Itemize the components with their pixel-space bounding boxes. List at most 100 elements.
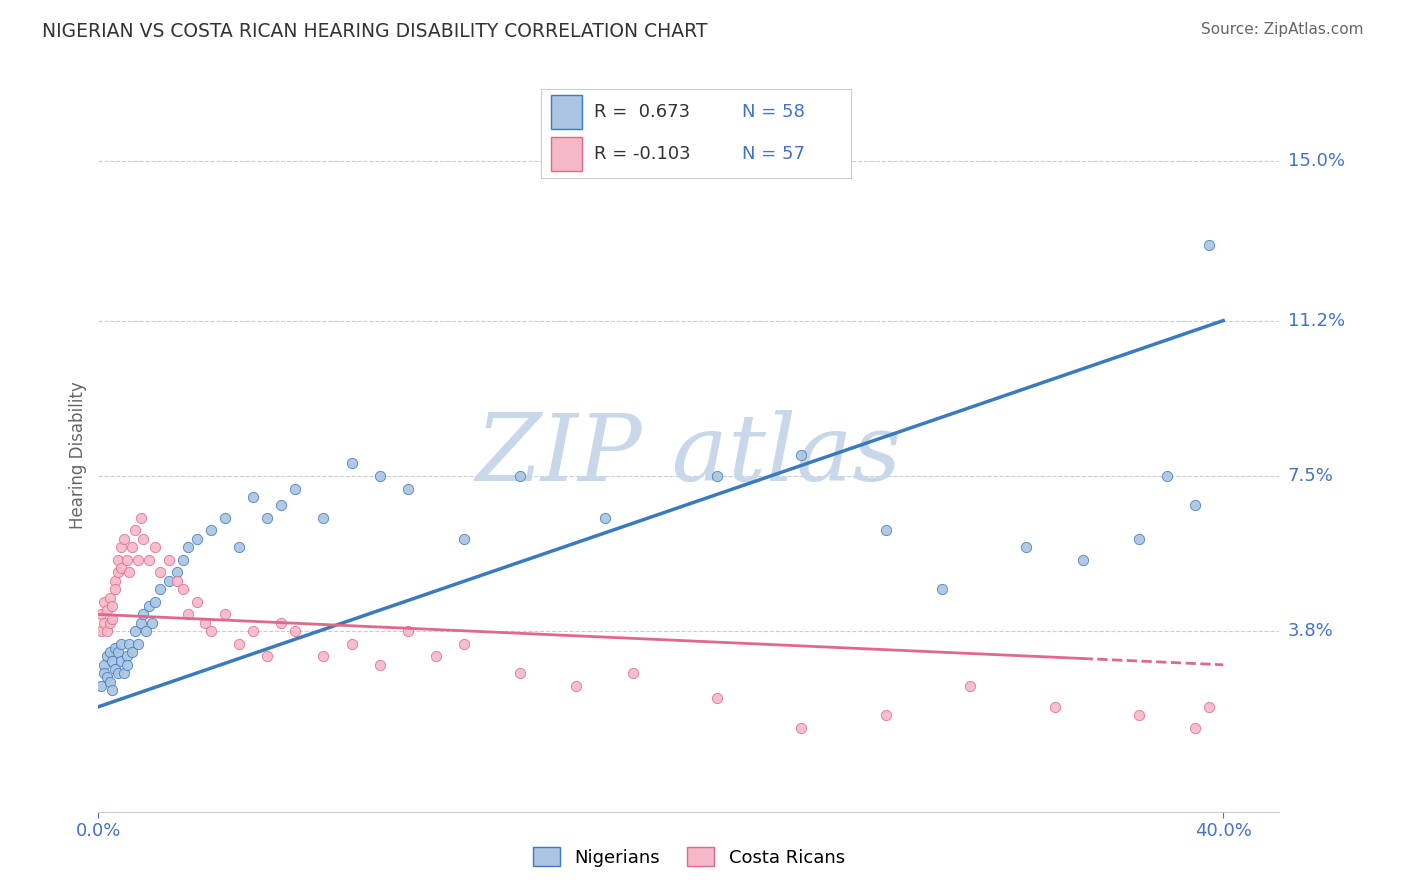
Text: ZIP atlas: ZIP atlas <box>475 410 903 500</box>
Text: 7.5%: 7.5% <box>1288 467 1334 485</box>
Point <box>101 654 124 668</box>
Point <box>368 657 391 672</box>
Point <box>101 683 124 698</box>
Point <box>90 624 112 639</box>
Point <box>115 657 138 672</box>
Point <box>1198 699 1220 714</box>
Point <box>1198 238 1220 252</box>
Point <box>284 624 307 639</box>
Point <box>115 553 138 567</box>
Point <box>104 662 127 676</box>
Point <box>340 637 363 651</box>
Point <box>166 566 188 580</box>
Point <box>256 511 278 525</box>
Point <box>425 649 447 664</box>
Point <box>104 640 127 655</box>
Point <box>93 595 115 609</box>
Point <box>124 524 146 538</box>
Point <box>706 691 728 706</box>
Point <box>135 624 157 639</box>
Point <box>98 591 121 605</box>
Point <box>186 595 208 609</box>
Point <box>110 637 132 651</box>
Point <box>1071 553 1094 567</box>
FancyBboxPatch shape <box>551 95 582 129</box>
Point <box>118 566 141 580</box>
Point <box>93 615 115 630</box>
Point <box>200 624 222 639</box>
Point <box>242 490 264 504</box>
Point <box>200 524 222 538</box>
Point <box>621 666 644 681</box>
Text: N = 58: N = 58 <box>742 103 806 121</box>
Point <box>98 674 121 689</box>
Point <box>1184 498 1206 512</box>
Point <box>931 582 953 597</box>
Point <box>186 532 208 546</box>
Point <box>228 541 250 555</box>
Point <box>396 482 419 496</box>
Point <box>121 645 143 659</box>
Point <box>1128 532 1150 546</box>
Point <box>166 574 188 588</box>
Point <box>172 582 194 597</box>
Text: 11.2%: 11.2% <box>1288 311 1346 330</box>
Point <box>127 637 149 651</box>
Point <box>110 561 132 575</box>
Text: NIGERIAN VS COSTA RICAN HEARING DISABILITY CORRELATION CHART: NIGERIAN VS COSTA RICAN HEARING DISABILI… <box>42 22 707 41</box>
Point <box>138 553 160 567</box>
Point <box>98 645 121 659</box>
Point <box>1043 699 1066 714</box>
Text: 15.0%: 15.0% <box>1288 152 1344 170</box>
Point <box>194 615 217 630</box>
Point <box>214 511 236 525</box>
Point <box>143 595 166 609</box>
Point <box>96 649 118 664</box>
Point <box>509 469 531 483</box>
Text: Source: ZipAtlas.com: Source: ZipAtlas.com <box>1201 22 1364 37</box>
Point <box>242 624 264 639</box>
Point <box>790 721 813 735</box>
Point <box>93 666 115 681</box>
Point <box>104 582 127 597</box>
Point <box>1184 721 1206 735</box>
Point <box>256 649 278 664</box>
Point <box>790 448 813 462</box>
Point <box>96 603 118 617</box>
Point <box>96 624 118 639</box>
Point <box>228 637 250 651</box>
Point <box>93 657 115 672</box>
Point <box>141 615 163 630</box>
Point <box>138 599 160 613</box>
Point <box>143 541 166 555</box>
Point <box>112 666 135 681</box>
Point <box>115 649 138 664</box>
Text: N = 57: N = 57 <box>742 145 806 163</box>
Point <box>177 541 200 555</box>
Point <box>127 553 149 567</box>
Point <box>396 624 419 639</box>
Point <box>157 574 180 588</box>
Point <box>101 599 124 613</box>
Point <box>107 645 129 659</box>
Legend: Nigerians, Costa Ricans: Nigerians, Costa Ricans <box>526 840 852 874</box>
Point <box>129 511 152 525</box>
Point <box>96 670 118 684</box>
Point <box>453 532 475 546</box>
Point <box>284 482 307 496</box>
Point <box>101 612 124 626</box>
Point <box>312 511 335 525</box>
Point <box>1128 708 1150 723</box>
Text: R = -0.103: R = -0.103 <box>593 145 690 163</box>
Point <box>509 666 531 681</box>
Point <box>132 532 155 546</box>
Point <box>177 607 200 622</box>
Point <box>90 607 112 622</box>
Point <box>565 679 588 693</box>
Point <box>453 637 475 651</box>
Point <box>110 654 132 668</box>
Point <box>1015 541 1038 555</box>
Point <box>1156 469 1178 483</box>
Point <box>129 615 152 630</box>
Point <box>214 607 236 622</box>
